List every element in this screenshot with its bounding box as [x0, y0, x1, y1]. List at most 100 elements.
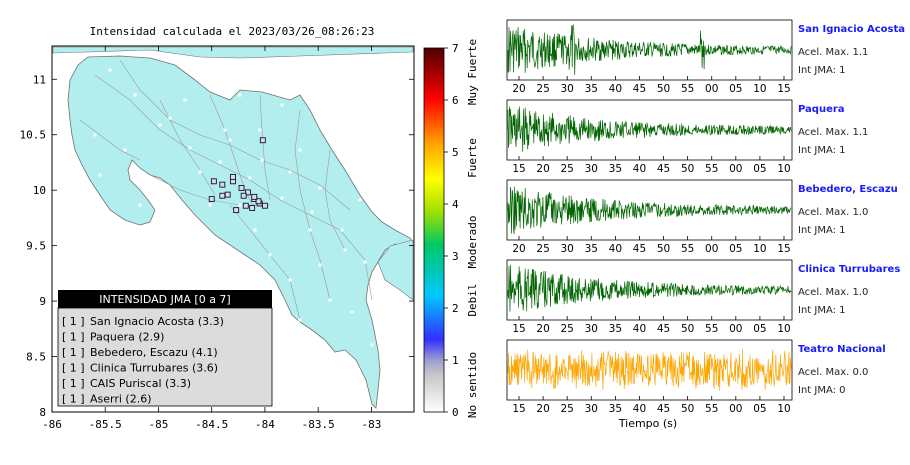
network-marker	[288, 278, 292, 282]
station-point	[242, 202, 249, 209]
network-marker	[223, 128, 227, 132]
lat-tick-label: 9	[39, 295, 46, 308]
waveform-tick-label: 30	[585, 323, 598, 335]
waveform-tick-label: 20	[536, 163, 549, 175]
waveform-tick-label: 05	[753, 163, 766, 175]
waveform-tick-label: 35	[585, 83, 598, 95]
colorbar-ticks: 7 6 5 4 3 2 1 0	[444, 42, 459, 419]
network-marker	[358, 198, 362, 202]
land-costa-rica	[67, 55, 415, 409]
station-point	[219, 192, 226, 199]
waveform-tick-label: 55	[681, 83, 694, 95]
colorbar: 7 6 5 4 3 2 1 0 Muy Fuerte Fuerte Moderado Debil No…	[423, 39, 479, 419]
network-marker	[238, 203, 242, 207]
network-marker	[310, 210, 314, 214]
waveform-tick-label: 20	[512, 83, 525, 95]
colorbar-category-label: Muy Fuerte	[466, 39, 479, 105]
network-marker	[308, 228, 312, 232]
waveform-tick-label: 25	[560, 163, 573, 175]
station-name: San Ignacio Acosta	[798, 24, 906, 35]
network-marker	[318, 263, 322, 267]
waveform-tick-label: 40	[609, 83, 622, 95]
network-marker	[93, 133, 97, 137]
station-point	[251, 193, 258, 200]
station-name: Bebedero, Escazu	[798, 184, 898, 195]
network-marker	[328, 298, 332, 302]
waveform-tick-label: 55	[705, 323, 718, 335]
network-marker	[298, 148, 302, 152]
station-point	[259, 137, 266, 144]
colorbar-category-label: Moderado	[466, 216, 479, 269]
waveform-tick-label: 40	[633, 163, 646, 175]
network-marker	[138, 203, 142, 207]
waveform-panel: 15 20 25 30 35 40 45 50 55 00 05 10	[506, 339, 793, 415]
waveform-tick-label: 20	[512, 243, 525, 255]
waveform-tick-label: 30	[585, 163, 598, 175]
station-name: Paquera	[798, 104, 845, 115]
intensity-legend: INTENSIDAD JMA [0 a 7] [ 1 ] San Ignacio …	[57, 290, 273, 407]
waveform-tick-label: 10	[777, 403, 790, 415]
waveform-tick-label: 05	[729, 83, 742, 95]
network-marker	[98, 173, 102, 177]
station-accel: Acel. Max. 1.0	[798, 287, 869, 298]
lon-tick-label: -84.5	[195, 418, 228, 431]
network-marker	[298, 318, 302, 322]
network-marker	[350, 310, 354, 314]
waveform-tick-label: 25	[536, 83, 549, 95]
network-marker	[258, 128, 262, 132]
waveform-tick-label: 20	[536, 403, 549, 415]
waveform-tick-label: 20	[536, 323, 549, 335]
waveform-tick-label: 10	[753, 243, 766, 255]
station-jma: Int JMA: 1	[798, 305, 846, 316]
station-jma: Int JMA: 1	[798, 225, 846, 236]
waveform-tick-label: 30	[560, 243, 573, 255]
colorbar-gradient	[423, 47, 445, 413]
waveform-tick-label: 15	[512, 403, 525, 415]
legend-header	[58, 290, 272, 308]
waveform-trace	[507, 106, 792, 152]
waveform-trace	[507, 24, 792, 75]
legend-body	[57, 307, 273, 407]
waveform-panel: 20 25 30 35 40 45 50 55 00 05 10 15	[506, 19, 793, 95]
station-accel: Acel. Max. 0.0	[798, 367, 869, 378]
waveform-xlabel: Tiempo (s)	[618, 417, 677, 430]
waveform-panels: 20 25 30 35 40 45 50 55 00 05 10 15 15 20 25 30 35 40 45 50…	[506, 19, 793, 415]
colorbar-tick-label: 0	[452, 406, 459, 419]
waveform-tick-label: 45	[657, 403, 670, 415]
station-accel: Acel. Max. 1.1	[798, 47, 869, 58]
waveform-tick-label: 30	[560, 83, 573, 95]
network-marker	[108, 68, 112, 72]
station-point	[208, 196, 215, 202]
lat-tick-label: 9.5	[26, 240, 46, 253]
network-marker	[268, 253, 272, 257]
station-jma: Int JMA: 1	[798, 65, 846, 76]
waveform-tick-label: 55	[705, 163, 718, 175]
network-marker	[183, 98, 187, 102]
station-jma: Int JMA: 0	[798, 385, 846, 396]
waveform-tick-label: 15	[512, 323, 525, 335]
network-marker	[158, 123, 162, 127]
network-marker	[208, 203, 212, 207]
legend-title: INTENSIDAD JMA [0 a 7]	[99, 293, 230, 306]
lat-tick-label: 11	[33, 73, 46, 86]
waveform-tick-label: 40	[633, 403, 646, 415]
network-marker	[218, 160, 222, 164]
lat-tick-label: 8	[39, 406, 46, 419]
legend-item-label: San Ignacio Acosta (3.3)	[90, 315, 224, 328]
land-nicaragua	[52, 46, 414, 59]
waveform-tick-label: 25	[560, 323, 573, 335]
waveform-tick-label: 05	[753, 323, 766, 335]
map-axes: -86 -85.5 -85 -84.5 -84 -83.5 -83 11 10.5 10 9.5 9 8…	[20, 46, 414, 431]
station-point	[262, 202, 268, 209]
network-marker	[260, 158, 264, 162]
lon-tick-label: -86	[42, 418, 62, 431]
waveform-trace	[507, 264, 792, 312]
waveform-tick-label: 00	[705, 83, 718, 95]
waveform-tick-label: 45	[657, 163, 670, 175]
colorbar-category-label: Debil	[466, 283, 479, 316]
network-marker	[123, 148, 127, 152]
station-point	[245, 189, 251, 196]
lon-tick-label: -83.5	[302, 418, 335, 431]
network-marker	[363, 260, 367, 264]
